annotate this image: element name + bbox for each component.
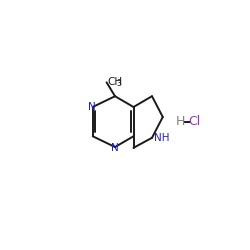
Text: Cl: Cl bbox=[188, 115, 200, 128]
Text: H: H bbox=[176, 115, 185, 128]
Text: NH: NH bbox=[154, 133, 170, 143]
Text: N: N bbox=[111, 143, 119, 153]
Text: 3: 3 bbox=[116, 79, 121, 88]
Text: CH: CH bbox=[107, 76, 122, 86]
Text: N: N bbox=[88, 102, 96, 112]
